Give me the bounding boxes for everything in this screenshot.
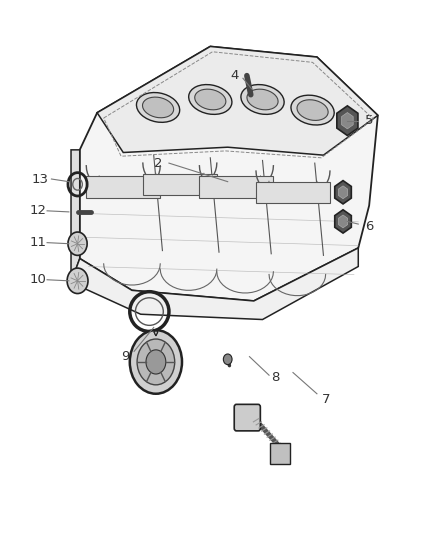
Ellipse shape bbox=[189, 85, 232, 115]
Polygon shape bbox=[339, 186, 348, 199]
Wedge shape bbox=[154, 331, 158, 336]
FancyBboxPatch shape bbox=[86, 176, 160, 198]
Text: 10: 10 bbox=[30, 273, 47, 286]
Ellipse shape bbox=[142, 97, 173, 118]
Polygon shape bbox=[80, 46, 378, 301]
Text: 5: 5 bbox=[365, 114, 374, 127]
Text: 6: 6 bbox=[365, 220, 373, 233]
Text: 13: 13 bbox=[32, 173, 49, 185]
Circle shape bbox=[67, 268, 88, 294]
Ellipse shape bbox=[297, 100, 328, 120]
Ellipse shape bbox=[247, 89, 278, 110]
Polygon shape bbox=[335, 210, 351, 233]
Polygon shape bbox=[335, 181, 351, 204]
Polygon shape bbox=[342, 112, 353, 129]
Wedge shape bbox=[154, 331, 158, 336]
Text: 11: 11 bbox=[30, 236, 47, 249]
Circle shape bbox=[130, 330, 182, 394]
Text: 2: 2 bbox=[154, 157, 162, 169]
Text: 4: 4 bbox=[230, 69, 238, 82]
Ellipse shape bbox=[291, 95, 334, 125]
Polygon shape bbox=[337, 106, 358, 135]
Circle shape bbox=[68, 232, 87, 255]
Ellipse shape bbox=[241, 85, 284, 115]
Circle shape bbox=[137, 339, 175, 385]
FancyBboxPatch shape bbox=[256, 182, 330, 203]
Polygon shape bbox=[71, 248, 358, 319]
FancyBboxPatch shape bbox=[234, 405, 260, 431]
Text: 9: 9 bbox=[121, 350, 130, 363]
Polygon shape bbox=[97, 46, 378, 155]
Polygon shape bbox=[71, 150, 80, 282]
Polygon shape bbox=[339, 215, 348, 228]
Text: 8: 8 bbox=[272, 372, 280, 384]
Ellipse shape bbox=[195, 89, 226, 110]
Text: 12: 12 bbox=[30, 204, 47, 217]
FancyBboxPatch shape bbox=[143, 174, 217, 195]
FancyBboxPatch shape bbox=[199, 176, 273, 198]
Circle shape bbox=[146, 350, 166, 374]
FancyBboxPatch shape bbox=[270, 443, 290, 464]
Ellipse shape bbox=[137, 93, 180, 123]
Text: 7: 7 bbox=[321, 393, 330, 406]
Circle shape bbox=[223, 354, 232, 365]
